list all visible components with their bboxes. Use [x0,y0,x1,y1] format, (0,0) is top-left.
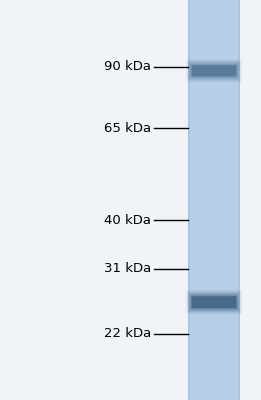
Bar [238,0,240,400]
FancyBboxPatch shape [192,65,236,76]
Text: 31 kDa: 31 kDa [104,262,151,275]
FancyBboxPatch shape [190,63,238,78]
FancyBboxPatch shape [188,61,240,80]
Bar [188,0,240,400]
FancyBboxPatch shape [189,62,239,80]
FancyBboxPatch shape [190,294,238,310]
FancyBboxPatch shape [189,63,239,79]
Text: 65 kDa: 65 kDa [104,122,151,135]
FancyBboxPatch shape [187,292,241,313]
Bar [188,0,190,400]
FancyBboxPatch shape [191,295,238,309]
FancyBboxPatch shape [192,296,236,308]
FancyBboxPatch shape [191,64,238,78]
FancyBboxPatch shape [187,60,241,81]
FancyBboxPatch shape [189,294,239,311]
Text: 40 kDa: 40 kDa [104,214,151,227]
Text: 22 kDa: 22 kDa [104,328,151,340]
FancyBboxPatch shape [189,293,239,312]
FancyBboxPatch shape [188,292,240,312]
Text: 90 kDa: 90 kDa [104,60,151,73]
